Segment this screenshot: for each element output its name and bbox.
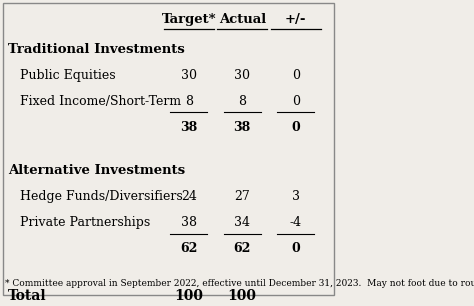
Text: 0: 0 xyxy=(292,242,300,256)
Text: 30: 30 xyxy=(234,69,250,82)
Text: 100: 100 xyxy=(228,289,257,303)
Text: 0: 0 xyxy=(292,95,300,108)
Text: -4: -4 xyxy=(290,216,302,230)
Text: Public Equities: Public Equities xyxy=(8,69,116,82)
Text: 100: 100 xyxy=(174,289,203,303)
Text: 0: 0 xyxy=(292,121,300,134)
Text: 27: 27 xyxy=(234,190,250,203)
Text: 0: 0 xyxy=(292,69,300,82)
Text: +/-: +/- xyxy=(285,13,307,26)
Text: Hedge Funds/Diversifiers: Hedge Funds/Diversifiers xyxy=(8,190,183,203)
Text: 38: 38 xyxy=(234,121,251,134)
Text: 3: 3 xyxy=(292,190,300,203)
Text: Actual: Actual xyxy=(219,13,266,26)
Text: 34: 34 xyxy=(234,216,250,230)
Text: 30: 30 xyxy=(181,69,197,82)
Text: Fixed Income/Short-Term: Fixed Income/Short-Term xyxy=(8,95,181,108)
Text: 24: 24 xyxy=(181,190,197,203)
Text: 8: 8 xyxy=(238,95,246,108)
Text: Private Partnerships: Private Partnerships xyxy=(8,216,150,230)
Text: Alternative Investments: Alternative Investments xyxy=(8,164,185,177)
Text: 38: 38 xyxy=(180,121,197,134)
Text: Total: Total xyxy=(8,289,47,303)
Text: 62: 62 xyxy=(180,242,197,256)
Text: 8: 8 xyxy=(185,95,193,108)
Text: Traditional Investments: Traditional Investments xyxy=(8,43,185,56)
Text: * Committee approval in September 2022, effective until December 31, 2023.  May : * Committee approval in September 2022, … xyxy=(5,279,474,288)
Text: Target*: Target* xyxy=(162,13,216,26)
Text: 62: 62 xyxy=(234,242,251,256)
Text: 38: 38 xyxy=(181,216,197,230)
